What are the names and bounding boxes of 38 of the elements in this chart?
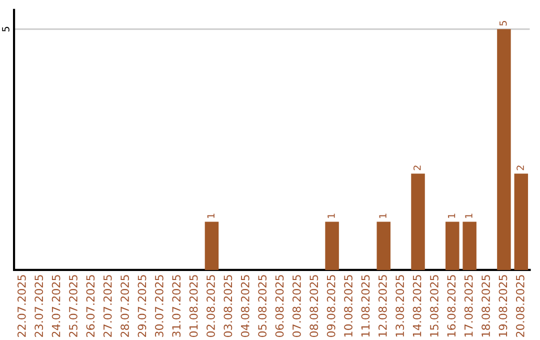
x-tick-label: 07.08.2025 bbox=[292, 275, 301, 338]
x-tick-label: 09.08.2025 bbox=[326, 275, 336, 338]
x-tick-label: 22.07.2025 bbox=[17, 275, 26, 337]
data-label: 1 bbox=[379, 214, 386, 218]
data-label: 1 bbox=[465, 214, 472, 218]
x-tick-label: 15.08.2025 bbox=[430, 275, 438, 337]
data-label: 1 bbox=[328, 214, 335, 218]
x-tick-label: 26.07.2025 bbox=[86, 275, 95, 337]
data-label: 5 bbox=[500, 21, 507, 26]
x-tick-label: 06.08.2025 bbox=[275, 275, 284, 338]
x-tick-label: 17.08.2025 bbox=[464, 275, 473, 337]
x-tick-label: 30.07.2025 bbox=[154, 275, 164, 337]
x-tick-label: 05.08.2025 bbox=[258, 275, 267, 338]
x-tick-label: 31.07.2025 bbox=[172, 275, 181, 337]
x-tick-label: 24.07.2025 bbox=[52, 275, 60, 337]
x-tick-label: 28.07.2025 bbox=[120, 275, 129, 337]
x-tick-label: 08.08.2025 bbox=[310, 275, 318, 338]
x-tick-label: 03.08.2025 bbox=[224, 275, 232, 338]
x-tick-label: 11.08.2025 bbox=[361, 275, 370, 337]
x-tick-label: 01.08.2025 bbox=[189, 275, 198, 338]
x-tick-label: 23.07.2025 bbox=[34, 275, 44, 337]
x-tick-label: 04.08.2025 bbox=[240, 275, 250, 338]
x-tick-label: 16.08.2025 bbox=[447, 275, 456, 337]
x-tick-label: 13.08.2025 bbox=[396, 275, 404, 337]
x-tick-label: 14.08.2025 bbox=[412, 275, 422, 337]
x-tick-label: 29.07.2025 bbox=[138, 275, 146, 337]
x-tick-label: 02.08.2025 bbox=[206, 275, 215, 338]
x-tick-label: 27.07.2025 bbox=[103, 275, 112, 337]
x-tick-label: 19.08.2025 bbox=[498, 275, 508, 337]
x-tick-label: 10.08.2025 bbox=[344, 275, 352, 337]
x-tick-label: 18.08.2025 bbox=[482, 275, 490, 337]
x-tick-label: 25.07.2025 bbox=[69, 275, 78, 337]
data-label: 1 bbox=[448, 214, 456, 218]
data-label: 2 bbox=[516, 166, 524, 170]
x-tick-label: 20.08.2025 bbox=[516, 275, 524, 337]
data-label: 1 bbox=[207, 214, 214, 218]
x-tick-label: 12.08.2025 bbox=[378, 275, 387, 337]
data-label: 2 bbox=[413, 166, 421, 170]
